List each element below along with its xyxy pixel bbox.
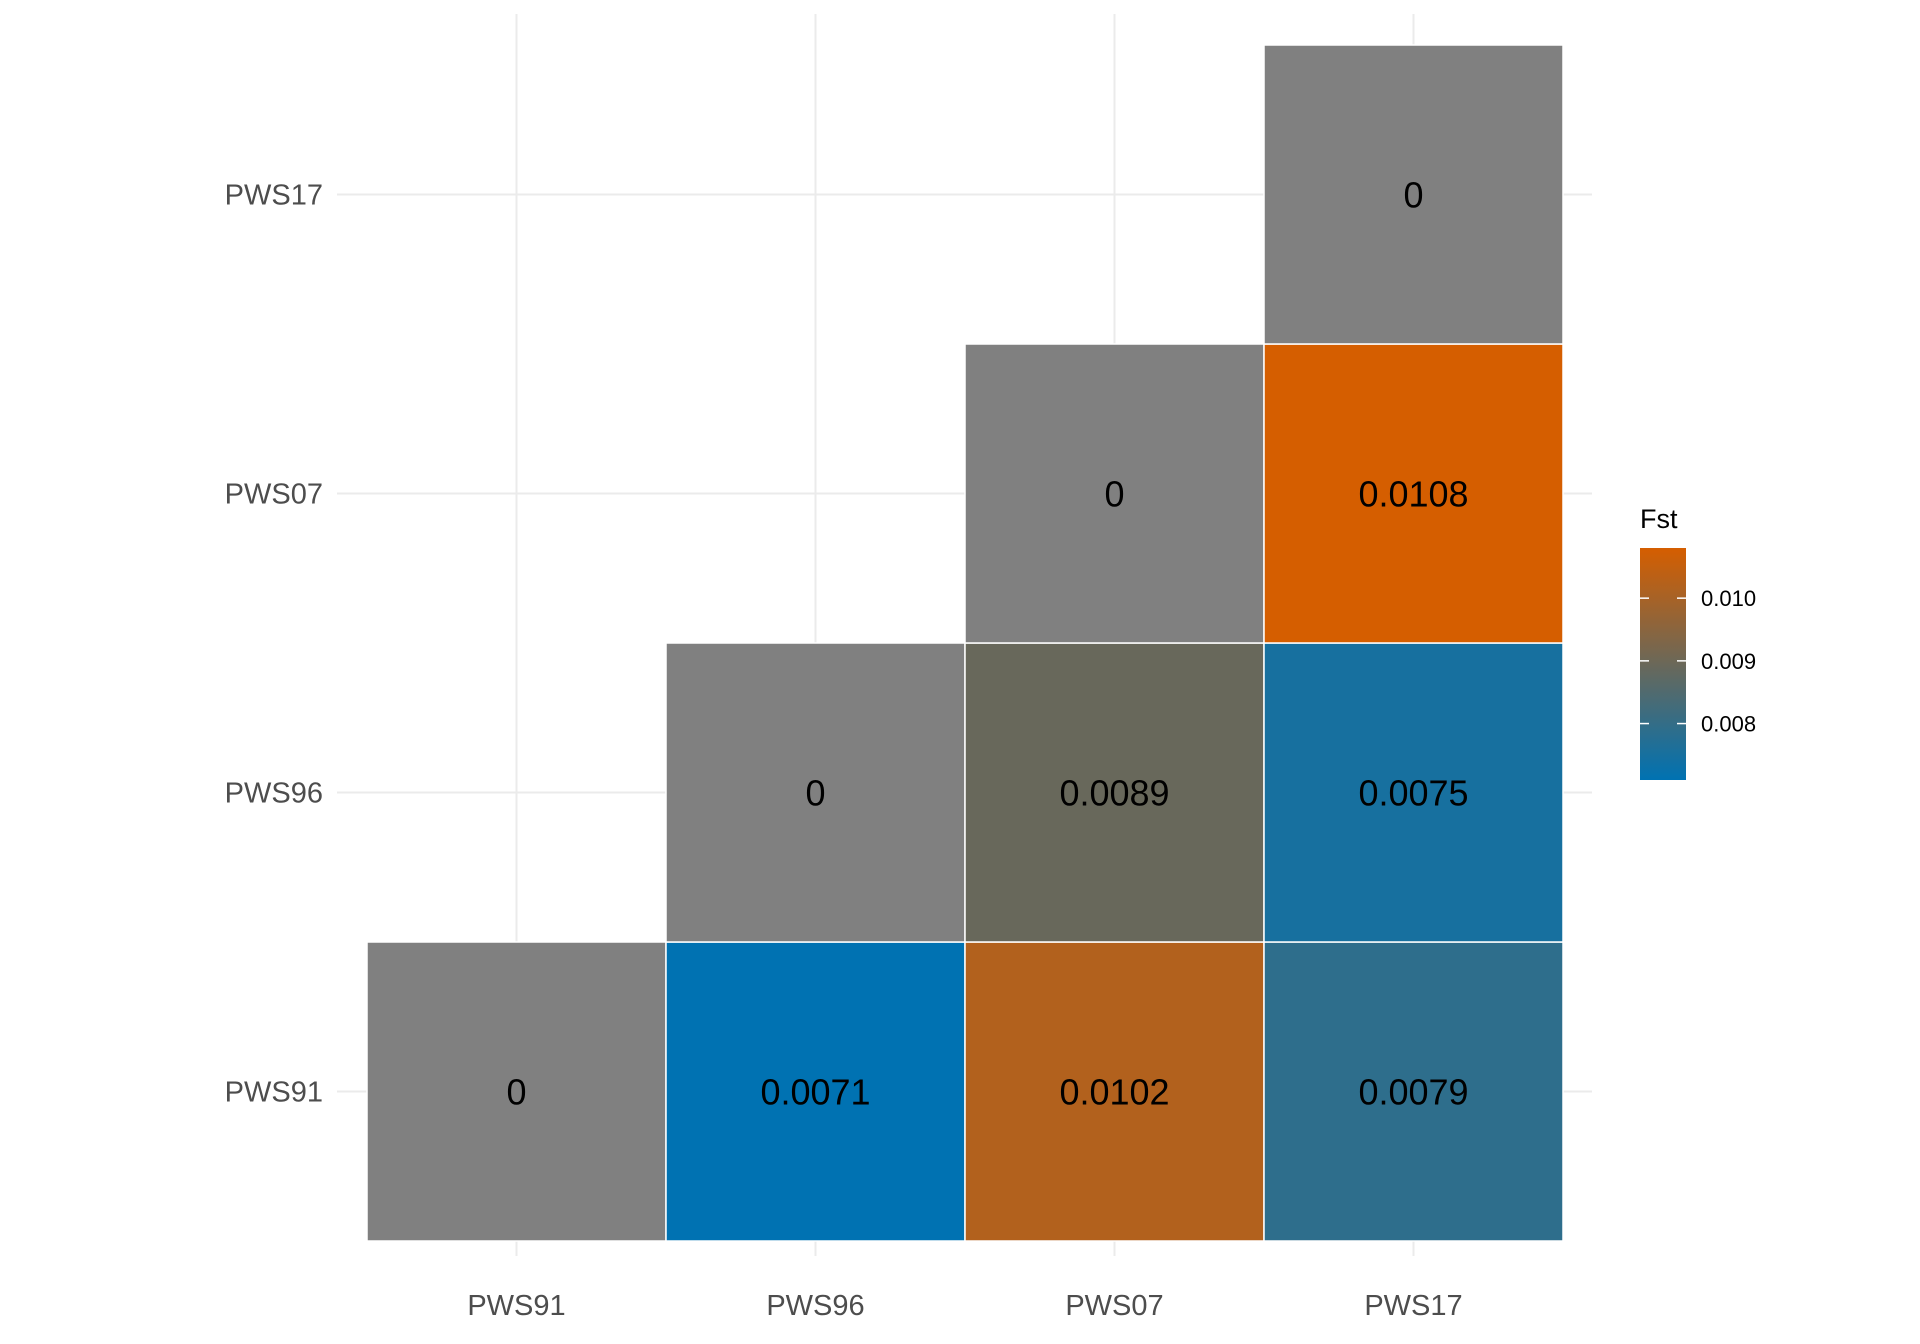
x-tick-label-pws07: PWS07 xyxy=(1065,1290,1163,1322)
cell-label-pws17-pws96: 0.0075 xyxy=(1358,773,1468,814)
legend: Fst 0.008 0.009 0.010 xyxy=(1640,504,1756,780)
cell-label-pws07-pws91: 0.0102 xyxy=(1059,1072,1169,1113)
heatmap-cell-pws07-pws96 xyxy=(964,642,1265,943)
cell-label-pws17-pws17: 0 xyxy=(1403,175,1423,216)
legend-ticks: 0.008 0.009 0.010 xyxy=(1640,586,1756,737)
cell-label-pws96-pws91: 0.0071 xyxy=(760,1072,870,1113)
legend-label-0: 0.008 xyxy=(1701,712,1756,737)
cell-value-labels: 0 0.0071 0.0102 0.0079 0 0.0089 0.0075 0 0.0108 0 xyxy=(506,175,1468,1113)
heatmap-cell-pws17-pws91 xyxy=(1263,941,1564,1242)
y-axis: PWS91 PWS96 PWS07 PWS17 xyxy=(225,180,323,1109)
heatmap-cell-pws91-pws91 xyxy=(366,941,667,1242)
cell-label-pws07-pws07: 0 xyxy=(1104,474,1124,515)
heatmap-cell-pws07-pws91 xyxy=(964,941,1265,1242)
heatmap-cells xyxy=(366,44,1564,1242)
legend-title: Fst xyxy=(1640,504,1678,534)
legend-colorbar xyxy=(1640,548,1686,780)
heatmap-cell-pws96-pws91 xyxy=(665,941,966,1242)
heatmap-cell-pws17-pws17 xyxy=(1263,44,1564,345)
x-axis: PWS91 PWS96 PWS07 PWS17 xyxy=(467,1290,1462,1322)
x-tick-label-pws91: PWS91 xyxy=(467,1290,565,1322)
y-tick-label-pws91: PWS91 xyxy=(225,1077,323,1109)
heatmap-cell-pws07-pws07 xyxy=(964,343,1265,644)
y-tick-label-pws17: PWS17 xyxy=(225,180,323,212)
cell-label-pws96-pws96: 0 xyxy=(805,773,825,814)
cell-label-pws17-pws07: 0.0108 xyxy=(1358,474,1468,515)
cell-label-pws07-pws96: 0.0089 xyxy=(1059,773,1169,814)
y-tick-label-pws07: PWS07 xyxy=(225,479,323,511)
legend-label-2: 0.010 xyxy=(1701,586,1756,611)
legend-label-1: 0.009 xyxy=(1701,649,1756,674)
y-tick-label-pws96: PWS96 xyxy=(225,778,323,810)
cell-label-pws17-pws91: 0.0079 xyxy=(1358,1072,1468,1113)
cell-label-pws91-pws91: 0 xyxy=(506,1072,526,1113)
x-tick-label-pws96: PWS96 xyxy=(766,1290,864,1322)
heatmap-cell-pws17-pws07 xyxy=(1263,343,1564,644)
x-tick-label-pws17: PWS17 xyxy=(1364,1290,1462,1322)
